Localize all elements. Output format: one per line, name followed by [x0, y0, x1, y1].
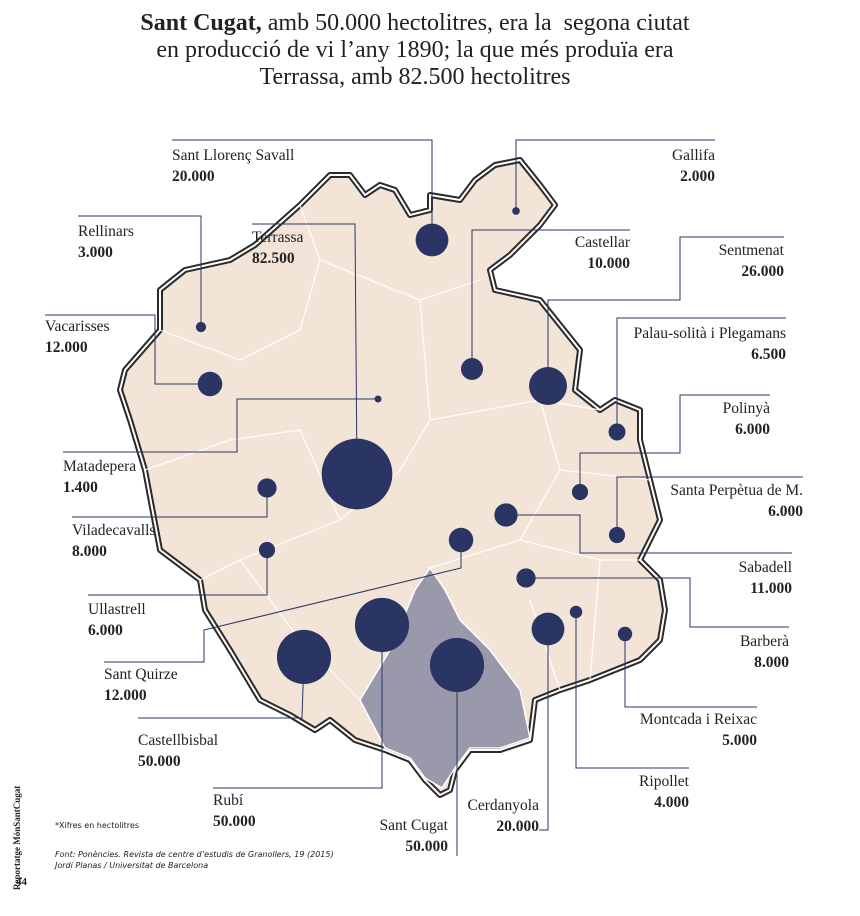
leader-line	[252, 223, 358, 475]
title-line: Terrassa, amb 82.500 hectolitres	[259, 64, 571, 90]
production-bubble	[608, 423, 626, 441]
place-name: Sentmenat	[719, 242, 785, 259]
place-name: Viladecavalls	[72, 522, 155, 539]
place-value: 2.000	[680, 168, 715, 185]
place-name: Cerdanyola	[468, 797, 540, 814]
title-line: amb 50.000 hectolitres, era la segona ci…	[267, 10, 690, 36]
place-value: 20.000	[172, 168, 215, 185]
place-value: 10.000	[587, 255, 630, 272]
production-bubble	[415, 223, 449, 257]
leader-line	[579, 394, 770, 492]
place-value: 6.500	[751, 346, 786, 363]
leader-line	[526, 577, 789, 628]
production-bubble	[571, 483, 589, 501]
place-name: Castellar	[575, 234, 631, 251]
production-bubble	[276, 629, 332, 685]
place-name: Polinyà	[723, 400, 770, 417]
place-value: 12.000	[104, 687, 147, 704]
production-bubble	[617, 626, 633, 642]
place-value: 1.400	[63, 479, 98, 496]
production-bubble	[531, 612, 565, 646]
place-value: 50.000	[138, 753, 181, 770]
place-value: 50.000	[405, 838, 448, 855]
leader-line	[104, 540, 462, 663]
place-name: Sabadell	[739, 559, 792, 576]
place-value: 82.500	[252, 250, 295, 267]
leader-line	[575, 612, 689, 769]
place-name: Barberà	[740, 633, 789, 650]
leader-line	[172, 139, 433, 240]
source: Jordi Planas / Universitat de Barcelona	[53, 861, 208, 870]
place-name: Sant Llorenç Savall	[172, 147, 294, 164]
production-bubble	[608, 526, 626, 544]
production-bubble	[448, 527, 474, 553]
place-name: Rellinars	[78, 223, 134, 240]
place-value: 3.000	[78, 244, 113, 261]
place-name: Montcada i Reixac	[640, 711, 757, 728]
leader-line	[624, 634, 757, 708]
production-bubble	[516, 568, 536, 588]
place-value: 50.000	[213, 813, 256, 830]
sidebar: Reportatge MónSantCugat	[12, 786, 22, 890]
leader-line	[547, 236, 784, 386]
leader-line	[616, 476, 803, 535]
place-name: Sant Quirze	[104, 666, 178, 683]
production-bubble	[257, 478, 277, 498]
production-bubble	[494, 503, 518, 527]
place-value: 6.000	[735, 421, 770, 438]
place-name: Santa Perpètua de M.	[670, 482, 803, 499]
production-bubble	[354, 597, 410, 653]
leader-line	[88, 550, 268, 596]
leader-line	[515, 139, 715, 211]
place-value: 4.000	[654, 794, 689, 811]
place-value: 8.000	[72, 543, 107, 560]
source: Font: Ponències. Revista de centre d’est…	[55, 849, 334, 859]
leader-line	[213, 625, 383, 789]
place-name: Sant Cugat	[380, 817, 449, 834]
place-value: 8.000	[754, 654, 789, 671]
title-bold: Sant Cugat,	[140, 10, 262, 36]
leader-line	[539, 629, 549, 831]
title: Sant Cugat, amb 50.000 hectolitres, era …	[0, 10, 830, 91]
leader-line	[63, 398, 378, 453]
production-bubble	[195, 321, 207, 333]
production-bubble	[461, 358, 483, 380]
place-value: 11.000	[750, 580, 792, 597]
production-bubble	[429, 637, 485, 693]
production-bubble	[512, 207, 520, 215]
place-name: Ullastrell	[88, 601, 146, 618]
leader-line	[78, 215, 202, 327]
leader-line	[506, 514, 792, 554]
place-value: 5.000	[722, 732, 757, 749]
production-bubble	[374, 395, 382, 403]
leader-line	[616, 317, 786, 432]
place-name: Rubí	[213, 792, 244, 809]
place-name: Terrassa	[252, 229, 304, 246]
production-bubble	[321, 438, 393, 510]
place-value: 26.000	[741, 263, 784, 280]
leader-line	[471, 229, 630, 369]
place-value: 12.000	[45, 339, 88, 356]
production-bubble	[258, 541, 276, 559]
place-name: Ripollet	[639, 773, 690, 790]
title-line: en producció de vi l’any 1890; la que mé…	[156, 37, 674, 63]
place-value: 20.000	[496, 818, 539, 835]
leader-line	[45, 314, 210, 385]
note: *Xifres en hectolitres	[55, 821, 139, 830]
place-name: Gallifa	[672, 147, 715, 164]
leader-line	[72, 488, 268, 518]
production-bubble	[197, 371, 223, 397]
place-value: 6.000	[88, 622, 123, 639]
place-name: Vacarisses	[45, 318, 110, 335]
place-name: Castellbisbal	[138, 732, 218, 749]
production-bubble	[569, 605, 583, 619]
place-name: Matadepera	[63, 458, 136, 475]
place-value: 6.000	[768, 503, 803, 520]
production-bubble	[529, 367, 567, 405]
place-name: Palau-solità i Plegamans	[634, 325, 786, 342]
page-number: 44	[16, 876, 28, 888]
